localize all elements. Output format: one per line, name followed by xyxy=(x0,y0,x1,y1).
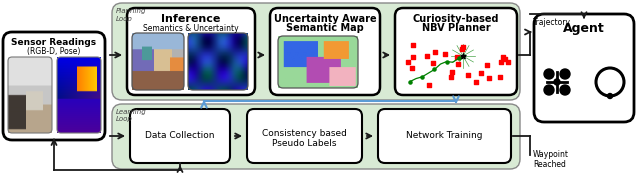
Point xyxy=(500,58,510,61)
FancyBboxPatch shape xyxy=(127,8,255,95)
Point xyxy=(484,77,495,79)
Point xyxy=(408,44,418,46)
Point xyxy=(495,75,506,78)
Text: Waypoint
Reached: Waypoint Reached xyxy=(533,150,569,169)
FancyBboxPatch shape xyxy=(247,109,362,163)
Point xyxy=(463,74,473,77)
FancyBboxPatch shape xyxy=(395,8,517,95)
Point xyxy=(442,60,452,63)
Circle shape xyxy=(544,69,554,79)
FancyBboxPatch shape xyxy=(112,3,520,100)
Point xyxy=(502,61,513,64)
Text: Pseudo Labels: Pseudo Labels xyxy=(272,139,336,148)
Text: Consistency based: Consistency based xyxy=(262,129,346,138)
Circle shape xyxy=(560,85,570,95)
Point xyxy=(430,51,440,54)
Point xyxy=(482,64,492,67)
FancyBboxPatch shape xyxy=(112,104,520,169)
FancyBboxPatch shape xyxy=(534,14,634,122)
Text: Learning
Loop: Learning Loop xyxy=(116,109,147,122)
Point xyxy=(498,56,508,59)
Circle shape xyxy=(554,79,560,85)
Text: NBV Planner: NBV Planner xyxy=(422,23,490,33)
FancyBboxPatch shape xyxy=(378,109,511,163)
Point xyxy=(471,80,481,83)
Text: Trajectory: Trajectory xyxy=(533,18,571,27)
Text: Network Training: Network Training xyxy=(406,132,483,140)
Text: Inference: Inference xyxy=(161,14,221,24)
Point xyxy=(447,71,458,74)
Circle shape xyxy=(544,85,554,95)
Point xyxy=(408,56,418,59)
Point xyxy=(424,84,435,86)
Point xyxy=(452,56,463,58)
Point xyxy=(456,47,467,50)
Circle shape xyxy=(560,69,570,79)
Point xyxy=(446,76,456,78)
Circle shape xyxy=(607,93,612,98)
Text: Uncertainty Aware: Uncertainty Aware xyxy=(274,14,376,24)
Point xyxy=(454,57,464,60)
Text: Agent: Agent xyxy=(563,22,605,35)
Point xyxy=(405,80,415,83)
Point xyxy=(458,46,468,49)
Point xyxy=(495,60,506,63)
FancyBboxPatch shape xyxy=(270,8,380,95)
Text: Semantics & Uncertainty: Semantics & Uncertainty xyxy=(143,24,239,33)
Point xyxy=(422,55,433,58)
Text: Planning
Loop: Planning Loop xyxy=(116,8,147,22)
Point xyxy=(428,61,438,64)
Point xyxy=(429,68,440,71)
FancyBboxPatch shape xyxy=(3,32,105,140)
Point xyxy=(452,62,463,65)
Text: Sensor Readings: Sensor Readings xyxy=(12,38,97,47)
FancyBboxPatch shape xyxy=(130,109,230,163)
Point xyxy=(403,61,413,63)
Text: (RGB-D, Pose): (RGB-D, Pose) xyxy=(28,47,81,56)
Point xyxy=(476,71,486,74)
Text: Semantic Map: Semantic Map xyxy=(286,23,364,33)
Text: Data Collection: Data Collection xyxy=(145,132,215,140)
Point xyxy=(417,75,428,78)
Text: Curiosity-based: Curiosity-based xyxy=(413,14,499,24)
Point xyxy=(440,53,450,56)
Point xyxy=(407,66,417,69)
Point xyxy=(458,55,468,57)
